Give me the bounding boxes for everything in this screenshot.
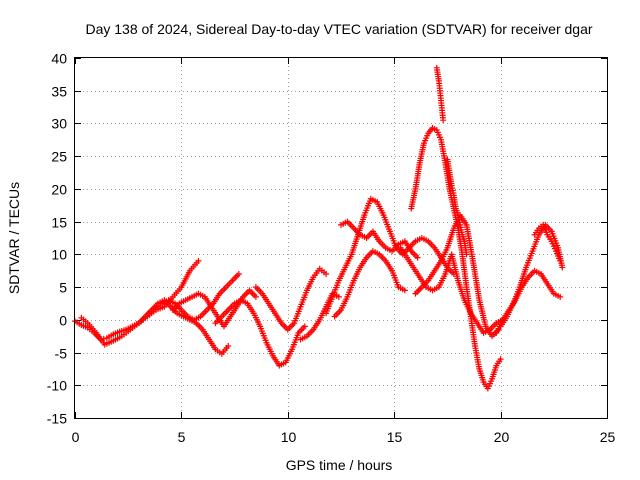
y-tick-label: 30 <box>51 116 67 132</box>
series-arc-4 <box>169 287 259 330</box>
series-arc-11 <box>397 244 506 336</box>
data-point <box>414 254 421 261</box>
y-tick-label: 0 <box>59 313 67 329</box>
x-tick-label: 15 <box>387 429 403 445</box>
data-point <box>440 117 447 124</box>
data-point <box>301 323 308 330</box>
x-axis-label: GPS time / hours <box>286 457 393 473</box>
y-tick-label: 15 <box>51 215 67 231</box>
series-arc-14 <box>433 64 447 124</box>
series-arc-18 <box>531 221 564 264</box>
data-point <box>252 293 259 300</box>
data-point <box>557 257 564 264</box>
y-axis-label: SDTVAR / TECUs <box>6 182 22 294</box>
series-arc-13 <box>408 125 504 392</box>
data-point <box>323 271 330 277</box>
chart-title: Day 138 of 2024, Sidereal Day-to-day VTE… <box>85 21 592 37</box>
x-tick-label: 0 <box>72 429 80 445</box>
data-point <box>235 271 242 277</box>
x-tick-label: 20 <box>494 429 510 445</box>
data-point <box>497 356 504 363</box>
data-point <box>401 287 408 294</box>
series-arc-10 <box>338 218 421 261</box>
grid <box>75 58 607 418</box>
data-point <box>195 257 202 264</box>
data-point <box>559 264 566 271</box>
data-point <box>335 293 342 300</box>
plot-frame <box>74 57 608 419</box>
data-point <box>463 251 470 258</box>
y-tick-label: -5 <box>55 346 68 362</box>
y-tick-label: 25 <box>51 149 67 165</box>
x-tick-label: 10 <box>281 429 297 445</box>
y-tick-label: 40 <box>51 51 67 67</box>
data-point <box>225 343 232 349</box>
x-tick-label: 5 <box>178 429 186 445</box>
y-tick-label: 20 <box>51 182 67 198</box>
y-tick-label: -10 <box>47 378 67 394</box>
axis-ticks: -15 -10 -5 0 5 10 15 20 25 30 35 40 0 5 10 15 20 25 <box>47 51 616 446</box>
series-arc-6 <box>252 265 330 333</box>
data-point <box>557 293 564 300</box>
data-points <box>72 64 566 392</box>
series-arc-9 <box>331 248 408 320</box>
y-tick-label: 10 <box>51 247 67 263</box>
y-tick-label: -15 <box>47 411 67 427</box>
series-arc-16 <box>493 267 564 336</box>
series-arc-17 <box>497 221 566 330</box>
series-arc-5 <box>212 297 308 369</box>
y-tick-label: 35 <box>51 84 67 100</box>
y-tick-label: 5 <box>59 280 67 296</box>
series-arc-15 <box>444 156 470 258</box>
x-tick-label: 25 <box>600 429 616 445</box>
series-arc-8 <box>323 195 457 317</box>
